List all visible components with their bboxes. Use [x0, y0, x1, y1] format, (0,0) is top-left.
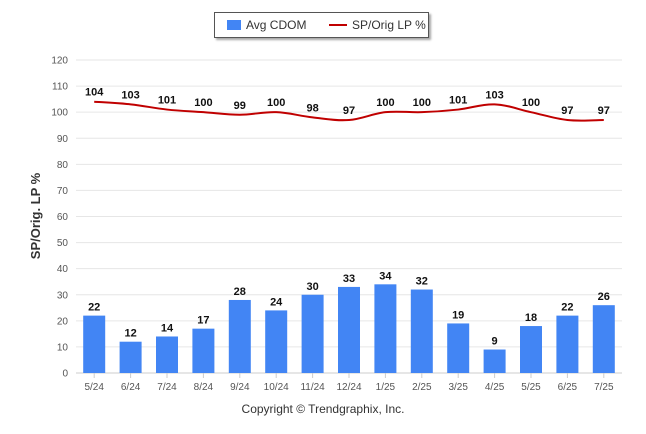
bar-0	[83, 315, 106, 373]
line-data-labels: 104 103 101 100 99 100 98 97 100 100 101 103 100 97 97	[85, 87, 610, 117]
line-value-label-9: 100	[413, 97, 431, 109]
legend-item-avg-cdom[interactable]: Avg CDOM	[227, 13, 306, 37]
line-value-label-6: 98	[306, 102, 318, 114]
x-tick-label-0: 5/24	[84, 382, 104, 393]
x-tick-label-10: 3/25	[448, 382, 468, 393]
x-tick-label-1: 6/24	[121, 382, 141, 393]
bar-series-avg-cdom	[83, 284, 615, 373]
x-tick-label-3: 8/24	[194, 382, 214, 393]
line-value-label-8: 100	[376, 97, 394, 109]
bar-value-label-0: 22	[88, 302, 100, 314]
x-tick-label-4: 9/24	[230, 382, 250, 393]
bar-10	[447, 323, 470, 373]
line-value-label-14: 97	[598, 105, 610, 117]
line-value-label-0: 104	[85, 87, 104, 99]
bar-value-label-2: 14	[161, 322, 174, 334]
bar-value-label-10: 19	[452, 309, 464, 321]
x-tick-label-9: 2/25	[412, 382, 432, 393]
x-tick-label-14: 7/25	[594, 382, 614, 393]
line-value-label-12: 100	[522, 97, 540, 109]
line-value-label-5: 100	[267, 97, 285, 109]
bar-12	[520, 326, 542, 373]
y-tick-label-110: 110	[52, 82, 68, 93]
y-tick-label-100: 100	[51, 108, 68, 119]
bar-2	[156, 336, 178, 373]
line-value-label-1: 103	[121, 89, 139, 101]
bar-4	[228, 299, 251, 373]
bar-6	[301, 294, 324, 373]
y-tick-label-90: 90	[57, 134, 69, 145]
x-axis-tick-labels: 5/24 6/24 7/24 8/24 9/24 10/24 11/24 12/24 1/25 2…	[84, 373, 614, 393]
legend-label-sp-orig-lp: SP/Orig LP %	[352, 18, 426, 32]
y-tick-label-70: 70	[57, 186, 69, 197]
y-tick-label-0: 0	[62, 369, 68, 380]
grid-lines	[76, 59, 622, 374]
bar-value-label-12: 18	[525, 312, 537, 324]
bar-9	[410, 289, 433, 373]
x-tick-label-2: 7/24	[157, 382, 177, 393]
y-tick-label-50: 50	[57, 238, 69, 249]
line-value-label-13: 97	[561, 105, 573, 117]
y-axis-label: SP/Orig. LP %	[28, 172, 43, 259]
x-tick-label-7: 12/24	[336, 382, 361, 393]
copyright-footer: Copyright © Trendgraphix, Inc.	[241, 402, 405, 416]
line-value-label-7: 97	[343, 105, 355, 117]
x-tick-label-12: 5/25	[521, 382, 541, 393]
bar-8	[374, 284, 397, 373]
x-tick-label-8: 1/25	[376, 382, 396, 393]
y-tick-label-80: 80	[57, 160, 69, 171]
bar-14	[592, 305, 615, 373]
bar-value-label-4: 28	[234, 286, 246, 298]
bar-11	[483, 349, 506, 373]
line-value-label-10: 101	[449, 95, 467, 107]
x-tick-label-6: 11/24	[300, 382, 325, 393]
legend: Avg CDOM SP/Orig LP %	[214, 12, 429, 38]
y-tick-label-60: 60	[57, 212, 69, 223]
bar-data-labels: 22 12 14 17 28 24 30 33 34 32 19 9 18 22 26	[88, 270, 610, 347]
bar-7	[338, 286, 360, 373]
legend-item-sp-orig-lp[interactable]: SP/Orig LP %	[329, 13, 426, 37]
bar-5	[265, 310, 288, 373]
bar-value-label-5: 24	[270, 296, 283, 308]
y-tick-label-20: 20	[57, 316, 69, 327]
line-value-label-2: 101	[158, 95, 176, 107]
bar-value-label-7: 33	[343, 273, 355, 285]
x-tick-label-13: 6/25	[558, 382, 578, 393]
bar-value-label-11: 9	[492, 336, 498, 348]
bar-value-label-1: 12	[124, 328, 136, 340]
line-value-label-3: 100	[194, 97, 212, 109]
bar-value-label-9: 32	[416, 276, 428, 288]
line-value-label-11: 103	[485, 89, 503, 101]
legend-label-avg-cdom: Avg CDOM	[246, 18, 307, 32]
line-series-sp-orig-lp	[94, 100, 604, 122]
y-tick-label-10: 10	[57, 342, 69, 353]
bar-value-label-13: 22	[561, 302, 573, 314]
bar-3	[192, 328, 215, 373]
x-tick-label-5: 10/24	[264, 382, 289, 393]
line-value-label-4: 99	[234, 100, 246, 112]
bar-13	[556, 315, 579, 373]
bar-value-label-3: 17	[197, 315, 209, 327]
bar-1	[119, 341, 142, 373]
y-tick-label-120: 120	[51, 56, 68, 67]
bar-swatch-icon	[227, 20, 241, 30]
y-tick-label-40: 40	[57, 264, 69, 275]
y-axis-tick-labels: 0 10 20 30 40 50 60 70 80 90 100 110 120	[51, 56, 68, 380]
bar-value-label-14: 26	[598, 291, 610, 303]
x-tick-label-11: 4/25	[485, 382, 505, 393]
bar-value-label-6: 30	[306, 281, 318, 293]
y-tick-label-30: 30	[57, 290, 69, 301]
line-swatch-icon	[329, 24, 347, 26]
bar-value-label-8: 34	[379, 270, 392, 282]
